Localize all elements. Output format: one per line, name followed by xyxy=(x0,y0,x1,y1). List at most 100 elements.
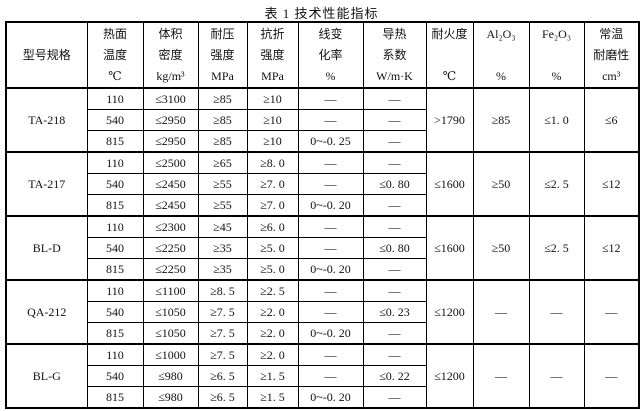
cell-refractoriness: ≤1600 xyxy=(425,151,474,217)
cell-model: BL-D xyxy=(5,215,88,281)
cell-thermal-conductivity: — xyxy=(362,194,427,217)
cell-thermal-conductivity: — xyxy=(362,109,427,131)
cell-hot-face-temp: 110 xyxy=(86,279,144,302)
table-row: 540 ≤2450 ≥55 ≥7. 0 — ≤0. 80 xyxy=(6,173,639,195)
cell-fe2o3: ≤2. 5 xyxy=(528,215,585,281)
cell-compressive-strength: ≥7. 5 xyxy=(197,301,248,323)
cell-compressive-strength: ≥55 xyxy=(197,194,248,217)
cell-thermal-conductivity: ≤0. 80 xyxy=(362,237,427,259)
cell-refractoriness: >1790 xyxy=(425,87,474,153)
cell-flexural-strength: ≥10 xyxy=(246,87,299,110)
cell-hot-face-temp: 815 xyxy=(86,386,144,409)
col-header-hot-face-temp: 热面 温度 ℃ xyxy=(86,21,144,89)
cell-compressive-strength: ≥8. 5 xyxy=(197,279,248,302)
header-line: 强度 xyxy=(210,47,235,62)
col-header-refractoriness: 耐火度 ℃ xyxy=(425,21,474,89)
cell-hot-face-temp: 110 xyxy=(86,151,144,174)
cell-linear-change: — xyxy=(297,173,364,195)
cell-linear-change: — xyxy=(297,365,364,387)
cell-bulk-density: ≤2450 xyxy=(142,173,199,195)
header-line: 密度 xyxy=(158,47,183,62)
cell-linear-change: — xyxy=(297,215,364,238)
header-line: 常温 xyxy=(599,26,624,41)
cell-linear-change: 0~-0. 20 xyxy=(297,194,364,217)
cell-hot-face-temp: 110 xyxy=(86,215,144,238)
cell-hot-face-temp: 815 xyxy=(86,258,144,281)
cell-hot-face-temp: 540 xyxy=(86,173,144,195)
cell-abrasion-resistance: — xyxy=(583,279,640,345)
cell-linear-change: — xyxy=(297,237,364,259)
table-row: 815 ≤1050 ≥7. 5 ≥2. 0 0~-0. 20 — xyxy=(6,322,639,345)
cell-linear-change: — xyxy=(297,279,364,302)
table-row: 540 ≤1050 ≥7. 5 ≥2. 0 — ≤0. 23 xyxy=(6,301,639,323)
cell-bulk-density: ≤3100 xyxy=(142,87,199,110)
cell-bulk-density: ≤2300 xyxy=(142,215,199,238)
cell-flexural-strength: ≥5. 0 xyxy=(246,258,299,281)
cell-compressive-strength: ≥85 xyxy=(197,87,248,110)
cell-hot-face-temp: 540 xyxy=(86,301,144,323)
cell-linear-change: — xyxy=(297,343,364,366)
header-line: 温度 xyxy=(102,47,127,62)
cell-thermal-conductivity: — xyxy=(362,130,427,153)
cell-linear-change: 0~-0. 25 xyxy=(297,130,364,153)
cell-flexural-strength: ≥6. 0 xyxy=(246,215,299,238)
cell-flexural-strength: ≥8. 0 xyxy=(246,151,299,174)
header-line: cm³ xyxy=(602,68,621,83)
cell-thermal-conductivity: — xyxy=(362,386,427,409)
header-line xyxy=(427,45,472,66)
header-line: ℃ xyxy=(108,68,122,83)
cell-thermal-conductivity: — xyxy=(362,258,427,281)
cell-fe2o3: — xyxy=(528,343,585,409)
cell-refractoriness: ≤1600 xyxy=(425,215,474,281)
cell-flexural-strength: ≥2. 0 xyxy=(246,322,299,345)
cell-compressive-strength: ≥7. 5 xyxy=(197,343,248,366)
cell-al2o3: — xyxy=(472,279,530,345)
cell-al2o3: — xyxy=(472,343,530,409)
table-row: 815 ≤2450 ≥55 ≥7. 0 0~-0. 20 — xyxy=(6,194,639,217)
header-line: 线变 xyxy=(318,26,343,41)
cell-bulk-density: ≤1100 xyxy=(142,279,199,302)
table-row: 815 ≤980 ≥6. 5 ≥1. 5 0~-0. 20 — xyxy=(6,386,639,409)
cell-bulk-density: ≤980 xyxy=(142,386,199,409)
cell-compressive-strength: ≥85 xyxy=(197,130,248,153)
cell-linear-change: 0~-0. 20 xyxy=(297,322,364,345)
header-line: 抗折 xyxy=(260,26,285,41)
cell-linear-change: — xyxy=(297,151,364,174)
table-row: TA-218 110 ≤3100 ≥85 ≥10 — — >1790 ≥85 ≤… xyxy=(5,87,640,153)
spec-table: 型号规格 热面 温度 ℃ 体积 密度 kg/m³ 耐压 强度 MPa 抗折 强度 xyxy=(5,21,640,409)
cell-al2o3: ≥50 xyxy=(472,151,530,217)
cell-abrasion-resistance: ≤6 xyxy=(583,87,640,153)
cell-compressive-strength: ≥35 xyxy=(197,258,248,281)
cell-flexural-strength: ≥2. 0 xyxy=(246,301,299,323)
header-line: 型号规格 xyxy=(22,47,71,62)
cell-thermal-conductivity: — xyxy=(362,322,427,345)
cell-refractoriness: ≤1200 xyxy=(425,343,474,409)
header-line xyxy=(530,45,583,66)
cell-hot-face-temp: 815 xyxy=(86,130,144,153)
col-header-compressive-strength: 耐压 强度 MPa xyxy=(197,21,248,89)
header-line: % xyxy=(496,68,506,83)
header-line: % xyxy=(551,68,562,83)
header-line: Fe₂O₃ xyxy=(541,26,572,41)
col-header-bulk-density: 体积 密度 kg/m³ xyxy=(142,21,199,89)
header-line: MPa xyxy=(211,68,234,83)
header-line: 强度 xyxy=(260,47,285,62)
header-line: W/m·K xyxy=(376,68,413,83)
cell-fe2o3: ≤1. 0 xyxy=(528,87,585,153)
cell-abrasion-resistance: ≤12 xyxy=(583,215,640,281)
cell-al2o3: ≥85 xyxy=(472,87,530,153)
cell-model: QA-212 xyxy=(5,279,88,345)
cell-model: TA-217 xyxy=(5,151,88,217)
cell-linear-change: — xyxy=(297,301,364,323)
cell-bulk-density: ≤2950 xyxy=(142,109,199,131)
cell-flexural-strength: ≥10 xyxy=(246,130,299,153)
header-line: 导热 xyxy=(382,26,407,41)
cell-abrasion-resistance: — xyxy=(583,343,640,409)
cell-linear-change: — xyxy=(297,109,364,131)
header-line xyxy=(7,24,86,45)
cell-bulk-density: ≤1000 xyxy=(142,343,199,366)
header-line xyxy=(474,45,528,66)
header-line: kg/m³ xyxy=(156,68,185,83)
cell-hot-face-temp: 540 xyxy=(86,237,144,259)
header-line: ℃ xyxy=(442,68,457,83)
